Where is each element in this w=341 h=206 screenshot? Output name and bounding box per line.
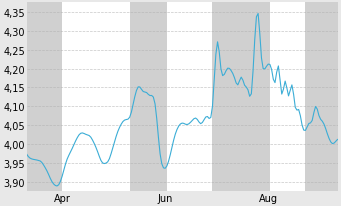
Bar	[270, 4, 306, 191]
Bar	[167, 4, 212, 191]
Bar	[212, 4, 270, 191]
Bar	[27, 4, 62, 191]
Bar	[62, 4, 130, 191]
Bar	[130, 4, 167, 191]
Bar	[306, 4, 339, 191]
